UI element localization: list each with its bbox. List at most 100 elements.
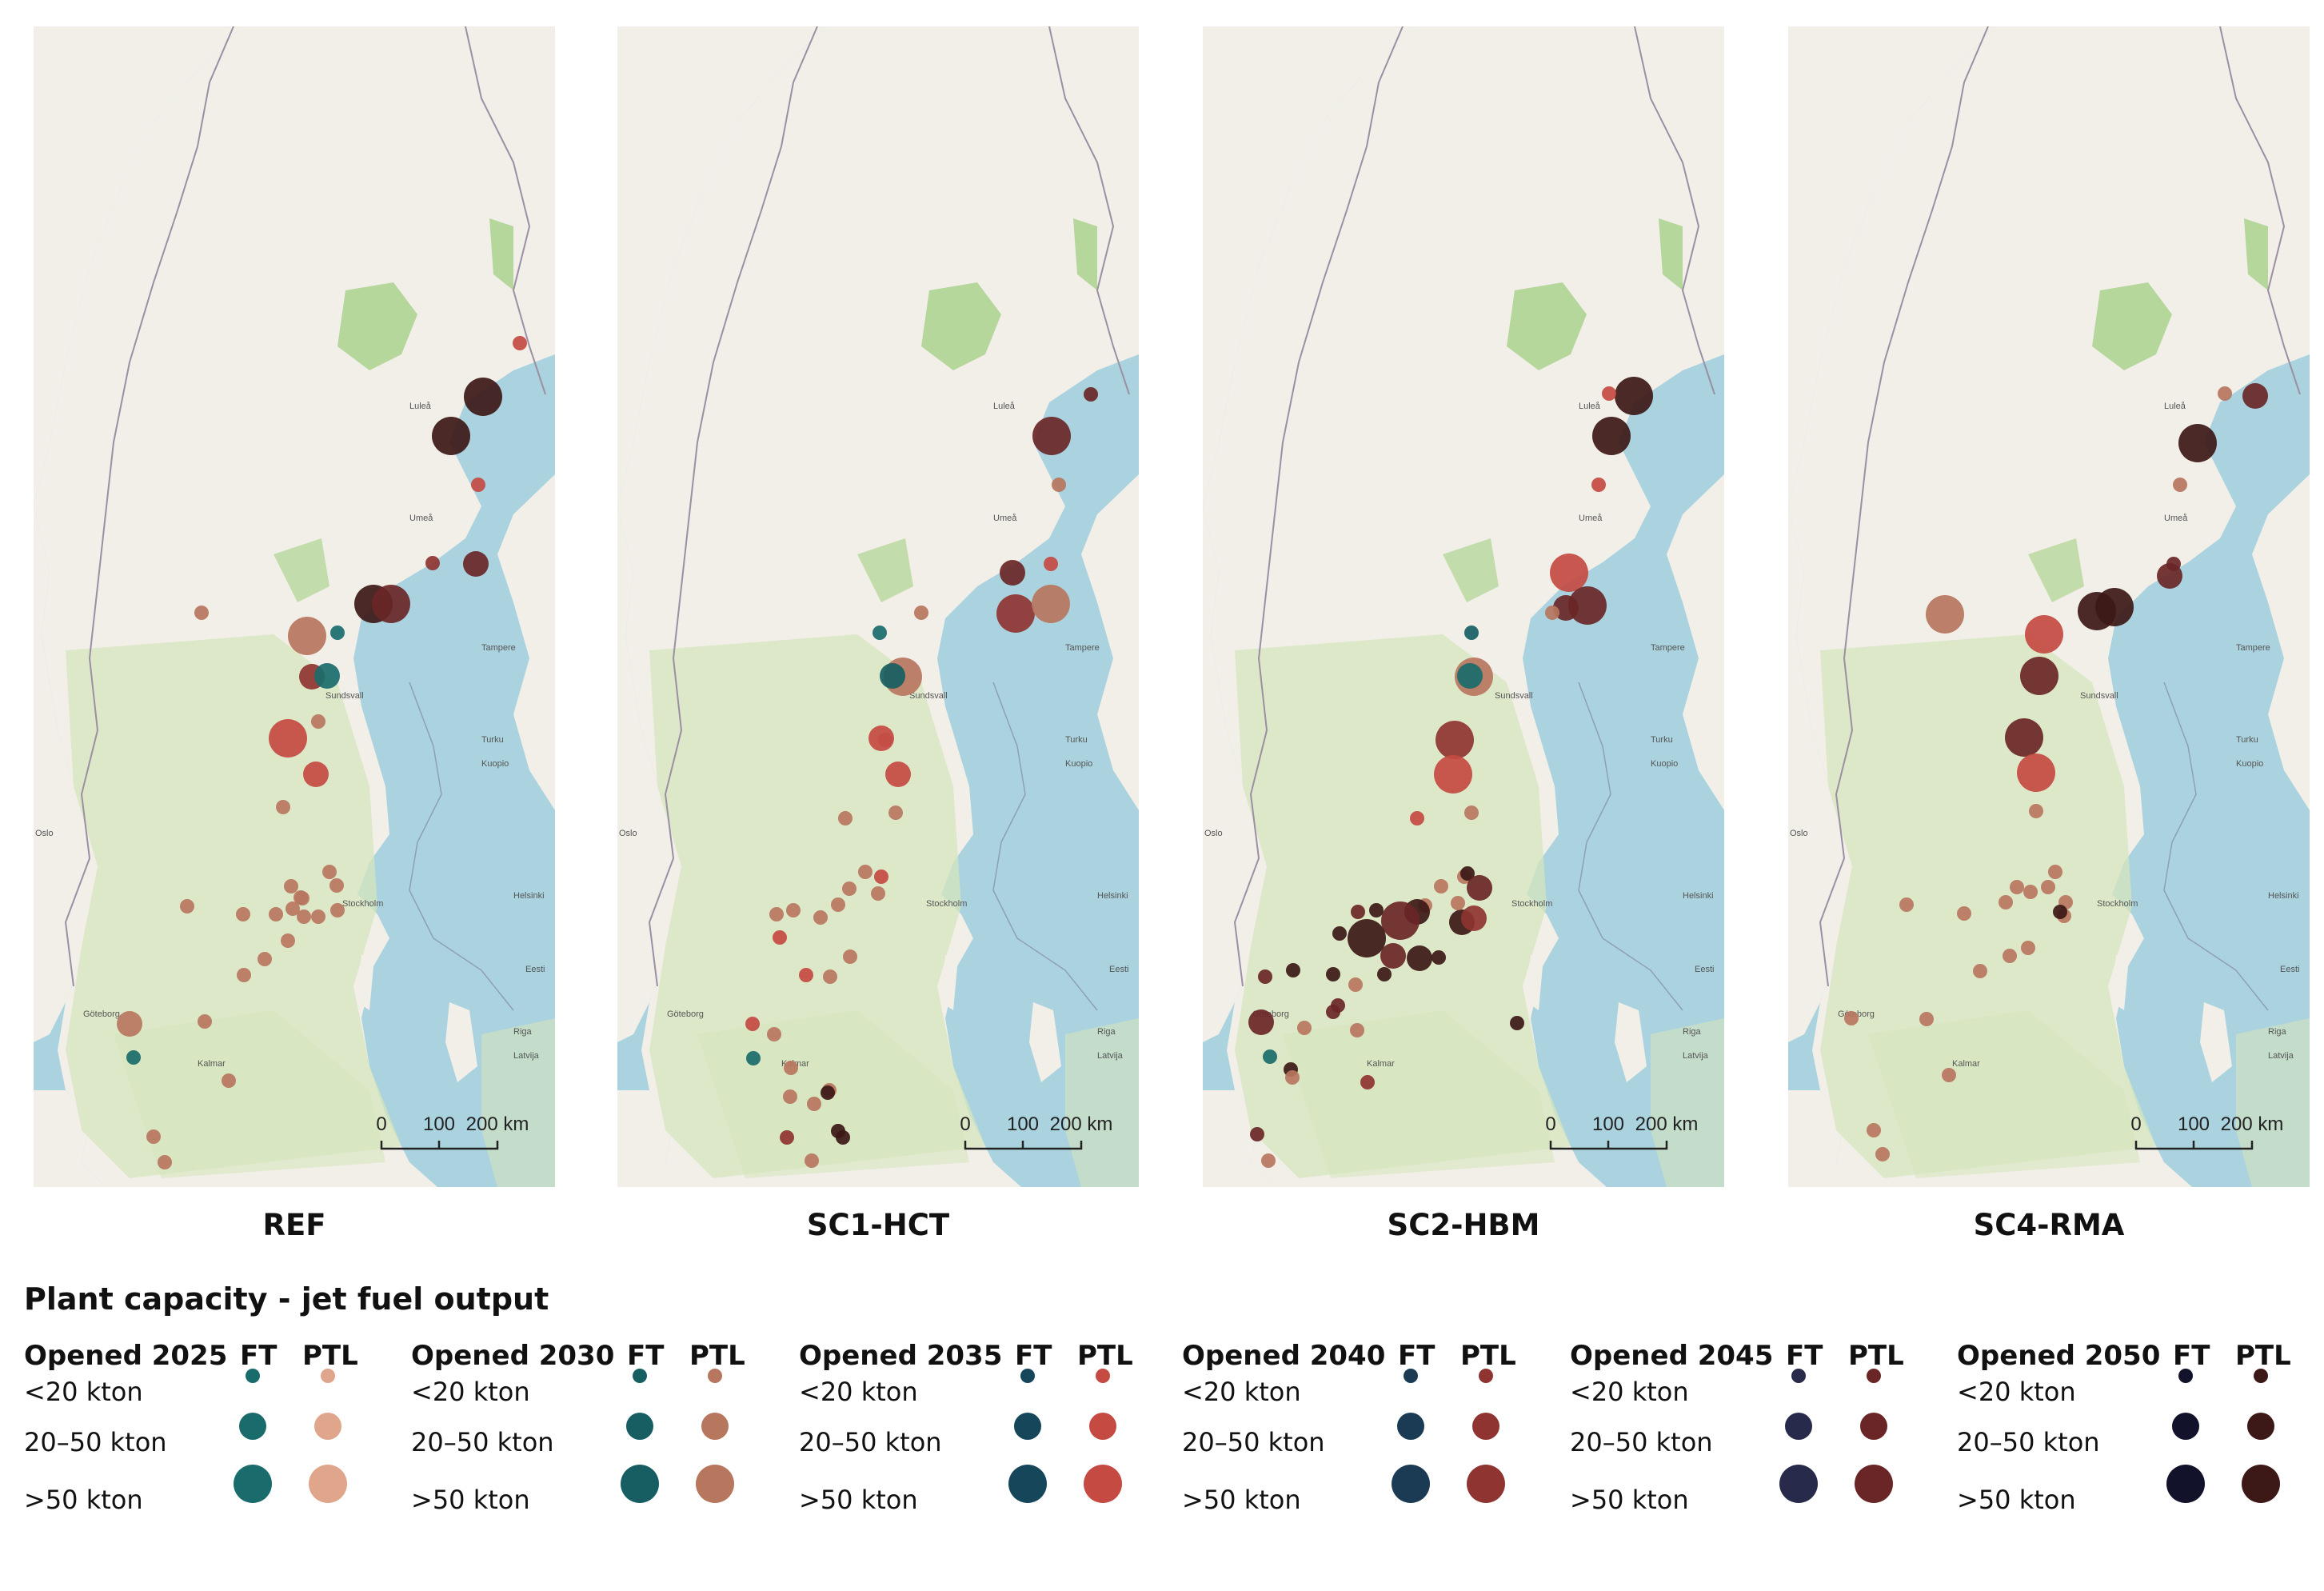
ptl-plant-marker (813, 910, 828, 925)
ptl-plant-marker (1973, 964, 1987, 978)
ptl-plant-marker (1052, 478, 1066, 492)
legend-size-label: >50 kton (1570, 1485, 1689, 1515)
legend-ft-label: FT (1398, 1340, 1436, 1372)
place-label: Stockholm (926, 899, 967, 909)
legend-size-label: 20–50 kton (24, 1427, 167, 1457)
ptl-plant-marker (1350, 1023, 1364, 1037)
ptl-plant-marker (2242, 383, 2268, 409)
forest-area (1283, 1010, 1555, 1178)
ptl-plant-marker (1410, 811, 1424, 825)
ptl-plant-marker (823, 969, 837, 984)
baltic-coast-land (481, 1018, 555, 1187)
legend-group-2045: Opened 2045 FT PTL <20 kton 20–50 kton >50 kt… (1570, 1340, 1954, 1548)
place-label: Helsinki (1097, 891, 1128, 901)
norway-land (1788, 26, 1996, 506)
legend-size-label: >50 kton (1182, 1485, 1301, 1515)
ptl-plant-marker (1248, 1009, 1274, 1035)
ptl-plant-marker (843, 949, 857, 964)
norway-south-land (1203, 506, 1275, 1042)
legend-ptl-marker (2242, 1465, 2280, 1503)
legend-ptl-marker (321, 1369, 335, 1383)
legend-ft-marker (1779, 1465, 1818, 1503)
ptl-plant-marker (1348, 919, 1386, 957)
ft-plant-marker (1464, 626, 1479, 640)
scale-bar-line (2134, 1141, 2254, 1150)
scale-bar-line (380, 1141, 499, 1150)
ptl-plant-marker (117, 1011, 142, 1037)
ft-plant-marker (1263, 1049, 1277, 1064)
legend-group-2040: Opened 2040 FT PTL <20 kton 20–50 kton >50 kt… (1182, 1340, 1566, 1548)
place-label: Turku (481, 735, 504, 745)
ptl-plant-marker (513, 336, 527, 350)
legend-ptl-marker (2247, 1413, 2274, 1440)
ptl-plant-marker (198, 1014, 212, 1029)
legend-ptl-marker (1479, 1369, 1493, 1383)
place-label: Kuopio (481, 759, 509, 769)
place-label: Riga (2268, 1027, 2287, 1037)
legend-ptl-label: PTL (2235, 1340, 2291, 1372)
place-label: Kalmar (1952, 1059, 1980, 1069)
place-label: Stockholm (1511, 899, 1552, 909)
ptl-plant-marker (311, 909, 325, 924)
legend-ft-marker (1020, 1369, 1035, 1383)
ptl-plant-marker (996, 594, 1035, 633)
scale-bar-label: 100 (2178, 1113, 2210, 1135)
ptl-plant-marker (463, 551, 489, 577)
norway-land (1203, 26, 1411, 506)
norway-south-land (34, 506, 106, 1042)
scale-bar-label: 0 (376, 1113, 386, 1135)
scale-bar-label: 200 km (2221, 1113, 2284, 1135)
place-label: Oslo (1204, 829, 1223, 838)
ptl-plant-marker (767, 1027, 781, 1041)
place-label: Kalmar (1367, 1059, 1395, 1069)
national-park (2244, 218, 2268, 290)
island-land (1029, 1002, 1061, 1082)
place-label: Kuopio (1651, 759, 1678, 769)
ptl-plant-marker (831, 1124, 845, 1138)
place-label: Sundsvall (1495, 691, 1533, 701)
scale-bar-label: 0 (1545, 1113, 1555, 1135)
ptl-plant-marker (842, 881, 857, 896)
legend-ft-marker (1008, 1465, 1047, 1503)
scale-bar-label: 100 (423, 1113, 455, 1135)
legend-ptl-marker (1855, 1465, 1893, 1503)
ptl-plant-marker (158, 1155, 172, 1169)
ptl-plant-marker (871, 886, 885, 901)
ptl-plant-marker (1592, 417, 1631, 455)
ft-plant-marker (872, 626, 887, 640)
ptl-plant-marker (464, 378, 502, 416)
island-land (2112, 954, 2128, 1010)
finland-land (1081, 474, 1139, 810)
legend-title: Plant capacity - jet fuel output (24, 1281, 549, 1317)
map-canvas: 0 100 200 km Oslo Turku Tampere Kuopio Göteborg… (34, 26, 555, 1187)
ptl-plant-marker (1331, 998, 1345, 1013)
map-title-sc2-hbm: SC2-HBM (1387, 1208, 1540, 1242)
ptl-plant-marker (1032, 585, 1070, 623)
ptl-plant-marker (425, 556, 440, 570)
legend-year-label: Opened 2050 (1957, 1340, 2161, 1372)
scale-bar: 0 100 200 km (960, 1113, 1112, 1150)
legend-ptl-marker (1867, 1369, 1881, 1383)
place-label: Kuopio (1065, 759, 1092, 769)
country-border (2219, 26, 2301, 395)
place-label: Umeå (993, 514, 1017, 523)
ptl-plant-marker (783, 1089, 797, 1104)
place-label: Riga (513, 1027, 533, 1037)
place-label: Eesti (1109, 965, 1128, 974)
national-park (2028, 538, 2084, 602)
norway-south-land (617, 506, 689, 1042)
ptl-plant-marker (1434, 755, 1472, 794)
ptl-plant-marker (1032, 417, 1071, 455)
legend-size-label: <20 kton (1570, 1377, 1689, 1407)
legend-ptl-marker (309, 1465, 347, 1503)
scale-bar-label: 200 km (466, 1113, 529, 1135)
legend-size-label: >50 kton (1957, 1485, 2076, 1515)
baltic-coast-land (1651, 1018, 1724, 1187)
map-panel-sc1-hct: 0 100 200 km Oslo Turku Tampere Kuopio Göteborg… (617, 26, 1139, 1187)
ptl-plant-marker (1250, 1127, 1264, 1141)
ptl-plant-marker (286, 901, 300, 916)
scale-bar-line (1549, 1141, 1668, 1150)
ptl-plant-marker (1436, 721, 1474, 759)
denmark-land (34, 1090, 106, 1187)
